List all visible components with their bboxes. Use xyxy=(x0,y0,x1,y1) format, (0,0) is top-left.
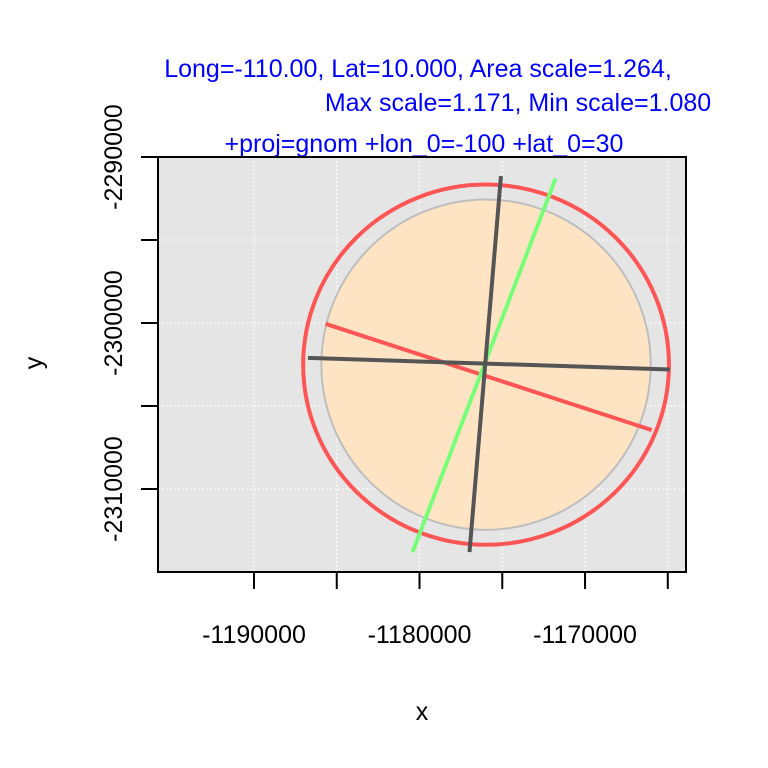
y-tick-label: -2290000 xyxy=(100,104,128,210)
title-line-1: Long=-110.00, Lat=10.000, Area scale=1.2… xyxy=(164,55,672,83)
y-axis-title: y xyxy=(20,356,48,369)
x-tick-label: -1170000 xyxy=(533,621,637,649)
x-tick-label: -1180000 xyxy=(368,621,472,649)
y-tick-label: -2300000 xyxy=(100,270,128,376)
x-axis-title: x xyxy=(416,698,429,726)
title-line-2: Max scale=1.171, Min scale=1.080 xyxy=(325,89,711,117)
x-tick-label: -1190000 xyxy=(202,621,306,649)
title-line-3: +proj=gnom +lon_0=-100 +lat_0=30 xyxy=(225,130,624,158)
plot-panel xyxy=(158,157,686,572)
y-tick-label: -2310000 xyxy=(100,436,128,542)
x-axis: -1190000 -1180000 -1170000 xyxy=(158,572,686,649)
y-axis: -2290000 -2300000 -2310000 xyxy=(100,104,158,572)
